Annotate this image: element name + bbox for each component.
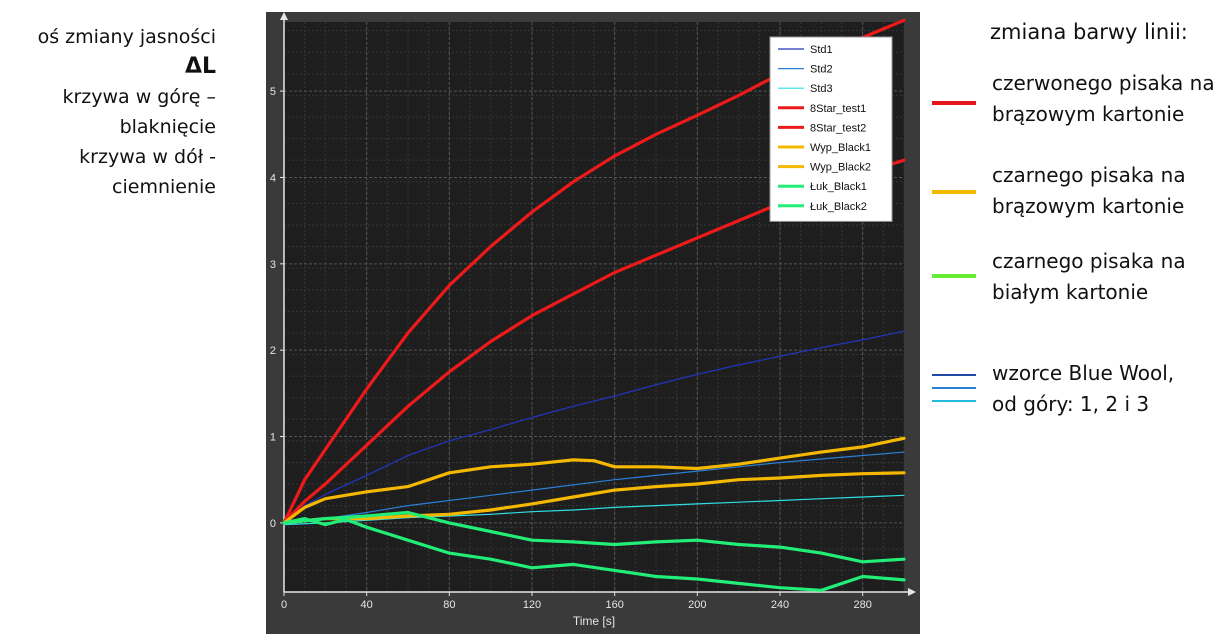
curve-up-note: krzywa w górę – <box>62 86 216 108</box>
legend-entry: Std1 <box>810 44 833 56</box>
fading-note: blaknięcie <box>119 116 216 138</box>
color-change-legend: zmiana barwy linii: czerwonego pisaka na… <box>928 0 1228 644</box>
legend-box <box>769 36 893 222</box>
y-axis-arrow <box>280 12 288 20</box>
y-tick-label: 3 <box>270 259 276 271</box>
axis-explanation: oś zmiany jasności ΔL krzywa w górę – bl… <box>0 22 216 202</box>
legend-entry: Std2 <box>810 64 833 76</box>
x-axis-arrow <box>908 588 916 596</box>
series-line-2 <box>283 451 905 524</box>
delta-l-chart: 0 40 80 120 160 200 240 280 0 1 2 3 4 5 Time [s] Std1 St… <box>266 12 920 634</box>
x-tick-label: 40 <box>361 599 373 611</box>
green-line-swatch <box>932 274 976 278</box>
yellow-line-swatch <box>932 190 976 194</box>
x-tick-label: 0 <box>281 599 287 611</box>
legend-line: brązowym kartonie <box>992 102 1185 126</box>
y-tick-label: 2 <box>270 345 276 357</box>
x-tick-label: 240 <box>771 599 789 611</box>
legend-line: wzorce Blue Wool, <box>992 361 1175 385</box>
series-line-8 <box>282 510 906 564</box>
delta-l-symbol: ΔL <box>184 54 216 79</box>
series-line-6 <box>282 436 906 525</box>
legend-heading: zmiana barwy linii: <box>990 20 1188 44</box>
y-tick-label: 0 <box>270 518 276 530</box>
legend-item-text: wzorce Blue Wool, od góry: 1, 2 i 3 <box>992 358 1228 420</box>
x-tick-label: 80 <box>443 599 455 611</box>
legend-line: czarnego pisaka na <box>992 249 1186 273</box>
curve-down-note: krzywa w dół - <box>79 146 216 168</box>
x-axis-title: Time [s] <box>573 614 615 628</box>
darkening-note: ciemnienie <box>112 176 216 198</box>
legend-line: białym kartonie <box>992 280 1149 304</box>
legend-line: od góry: 1, 2 i 3 <box>992 392 1150 416</box>
series-line-3 <box>283 494 905 526</box>
series-line-1 <box>283 330 905 524</box>
x-tick-label: 160 <box>605 599 623 611</box>
legend-item-text: czarnego pisaka na białym kartonie <box>992 246 1228 308</box>
chart-svg: 0 40 80 120 160 200 240 280 0 1 2 3 4 5 Time [s] Std1 St… <box>266 12 920 634</box>
y-tick-label: 1 <box>270 432 276 444</box>
legend-line: czarnego pisaka na <box>992 163 1186 187</box>
x-tick-label: 120 <box>523 599 541 611</box>
legend-entry: Łuk_Black1 <box>810 181 867 193</box>
legend-entry: 8Star_test2 <box>810 122 866 134</box>
red-line-swatch <box>932 101 976 105</box>
y-tick-label: 4 <box>270 172 276 184</box>
legend-entry: Wyp_Black1 <box>810 142 871 154</box>
axis-description: oś zmiany jasności <box>37 26 216 48</box>
legend-item-text: czerwonego pisaka na brązowym kartonie <box>992 68 1228 130</box>
blue-lines-swatch <box>932 374 976 402</box>
legend-entry: Łuk_Black2 <box>810 201 867 213</box>
legend-line: czerwonego pisaka na <box>992 71 1215 95</box>
x-tick-label: 280 <box>853 599 871 611</box>
y-tick-label: 5 <box>270 86 276 98</box>
series-line-7 <box>282 471 906 525</box>
legend-entry: 8Star_test1 <box>810 103 866 115</box>
legend-item-text: czarnego pisaka na brązowym kartonie <box>992 160 1228 222</box>
x-tick-label: 200 <box>688 599 706 611</box>
legend-entry: Std3 <box>810 83 833 95</box>
series-line-9 <box>282 517 906 592</box>
legend-entry: Wyp_Black2 <box>810 162 871 174</box>
legend-line: brązowym kartonie <box>992 194 1185 218</box>
